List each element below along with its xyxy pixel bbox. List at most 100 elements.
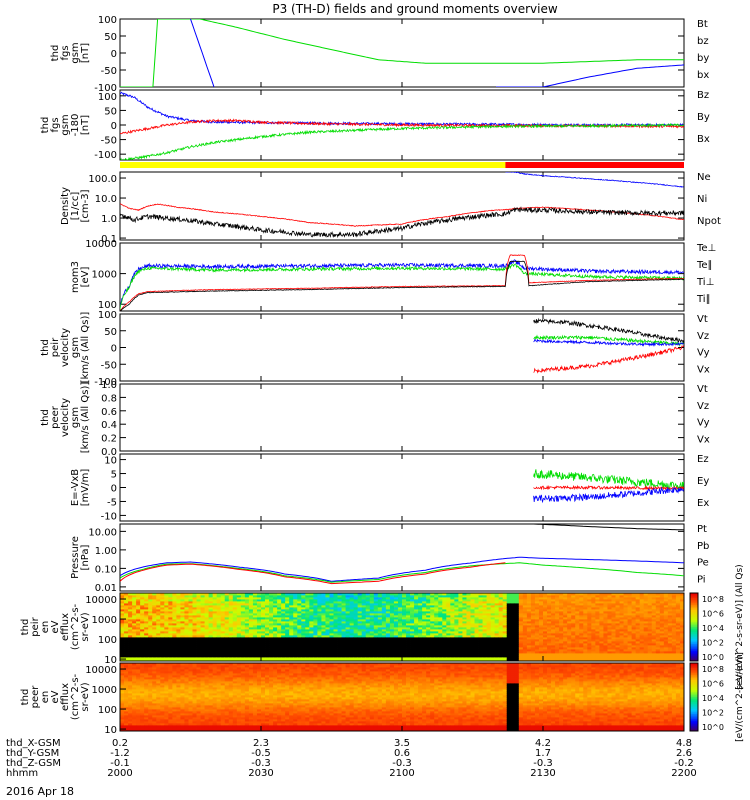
spectro-cell	[164, 601, 169, 604]
spectro-cell	[434, 641, 439, 644]
spectro-cell	[333, 645, 338, 648]
spectro-cell	[305, 641, 310, 644]
spectro-cell	[599, 647, 604, 650]
spectro-cell	[168, 645, 173, 648]
spectro-cell	[293, 619, 298, 622]
spectro-cell	[402, 615, 407, 618]
spectro-cell	[297, 599, 302, 602]
spectro-cell	[333, 625, 338, 628]
spectro-cell	[196, 657, 201, 660]
spectro-cell	[293, 659, 298, 662]
spectro-cell	[285, 615, 290, 618]
spectro-cell	[349, 597, 355, 600]
spectro-cell	[176, 593, 181, 596]
spectro-cell	[422, 637, 427, 640]
spectro-cell	[631, 605, 637, 608]
spectro-cell	[357, 597, 363, 600]
spectro-cell	[341, 613, 346, 616]
spectro-cell	[571, 593, 576, 596]
spectro-cell	[478, 645, 483, 648]
spectro-cell	[458, 623, 463, 626]
spectro-cell	[655, 617, 661, 620]
spectro-cell	[494, 641, 500, 644]
spectro-cell	[337, 607, 342, 610]
spectro-cell	[659, 657, 665, 660]
spectro-cell	[305, 621, 310, 624]
spectro-cell	[321, 641, 326, 644]
spectro-cell	[373, 625, 379, 628]
spectro-cell	[385, 619, 391, 622]
spectro-cell	[168, 635, 173, 638]
spectro-cell	[325, 645, 330, 648]
spectro-cell	[273, 653, 278, 656]
spectro-cell	[152, 657, 157, 660]
spectro-cell	[510, 593, 516, 596]
spectro-cell	[176, 603, 181, 606]
spectro-cell	[643, 641, 649, 644]
spectro-cell	[269, 635, 274, 638]
spectro-cell	[506, 653, 512, 656]
spectro-cell	[156, 655, 161, 658]
spectro-cell	[623, 649, 628, 652]
spectro-cell	[353, 641, 359, 644]
spectro-cell	[281, 609, 286, 612]
spectro-cell	[623, 621, 628, 624]
spectro-cell	[244, 655, 250, 658]
spectro-cell	[571, 627, 576, 630]
spectro-cell	[377, 597, 383, 600]
spectro-cell	[220, 613, 226, 616]
spectro-cell	[454, 611, 459, 614]
spectro-cell	[152, 613, 157, 616]
spectro-cell	[559, 593, 564, 596]
spectro-cell	[293, 617, 298, 620]
spectro-cell	[305, 609, 310, 612]
spectro-cell	[333, 641, 338, 644]
y-axis-label: [nPa]	[80, 544, 91, 570]
spectro-cell	[341, 599, 346, 602]
spectro-cell	[232, 633, 238, 636]
spectro-cell	[518, 633, 524, 636]
spectro-cell	[232, 641, 238, 644]
spectro-cell	[474, 633, 479, 636]
spectro-cell	[534, 623, 540, 626]
spectro-cell	[180, 609, 185, 612]
spectro-cell	[204, 597, 210, 600]
spectro-cell	[538, 655, 544, 658]
spectro-cell	[651, 631, 657, 634]
spectro-cell	[410, 647, 415, 650]
spectro-cell	[478, 635, 483, 638]
spectro-cell	[329, 655, 334, 658]
spectro-cell	[180, 659, 185, 662]
spectro-cell	[313, 651, 318, 654]
spectro-cell	[543, 609, 548, 612]
spectro-cell	[176, 657, 181, 660]
spectro-cell	[293, 635, 298, 638]
spectro-cell	[486, 635, 492, 638]
spectro-cell	[256, 621, 262, 624]
spectro-cell	[623, 631, 628, 634]
spectro-cell	[240, 657, 246, 660]
spectro-cell	[595, 657, 600, 660]
spectro-cell	[305, 619, 310, 622]
spectro-cell	[571, 613, 576, 616]
spectro-cell	[639, 649, 645, 652]
spectro-cell	[389, 597, 395, 600]
spectro-cell	[128, 651, 133, 654]
spectro-cell	[639, 617, 645, 620]
spectro-cell	[393, 647, 399, 650]
spectro-cell	[261, 647, 266, 650]
spectro-cell	[663, 597, 669, 600]
spectro-cell	[228, 625, 234, 628]
spectro-cell	[663, 633, 669, 636]
spectro-cell	[168, 609, 173, 612]
spectro-cell	[228, 607, 234, 610]
spectro-cell	[518, 609, 524, 612]
spectro-cell	[397, 641, 403, 644]
spectro-cell	[502, 631, 508, 634]
spectro-cell	[655, 615, 661, 618]
spectro-cell	[256, 623, 262, 626]
spectro-cell	[643, 609, 649, 612]
spectro-cell	[551, 595, 556, 598]
spectro-cell	[438, 649, 443, 652]
spectro-cell	[164, 643, 169, 646]
